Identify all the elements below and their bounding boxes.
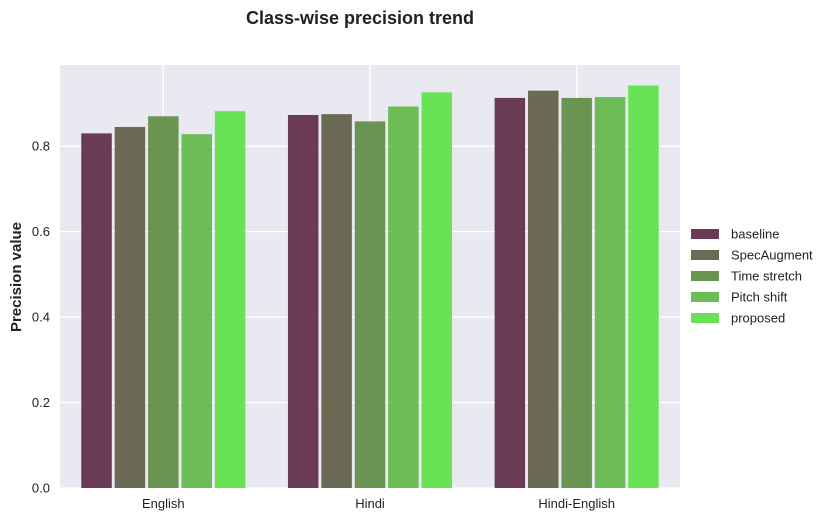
bar-proposed <box>421 92 453 488</box>
legend-swatch <box>691 250 719 260</box>
legend-swatch <box>691 292 719 302</box>
bar-specaugment <box>114 126 146 489</box>
x-axis-ticks: English Hindi Hindi-English <box>142 496 615 511</box>
legend-label: baseline <box>731 227 779 242</box>
bar-time-stretch <box>561 97 592 489</box>
y-tick-label: 0.4 <box>32 310 50 325</box>
y-tick-label: 0.0 <box>32 481 50 496</box>
legend-label: proposed <box>731 311 785 326</box>
bar-time-stretch <box>148 116 179 488</box>
bar-proposed <box>628 85 659 488</box>
bar-pitch-shift <box>181 134 212 488</box>
legend-label: Pitch shift <box>731 290 788 305</box>
legend-label: Time stretch <box>731 269 802 284</box>
bar-time-stretch <box>354 121 386 489</box>
legend-swatch <box>691 271 719 281</box>
bar-specaugment <box>321 114 352 489</box>
bar-pitch-shift <box>594 97 626 488</box>
y-tick-label: 0.6 <box>32 224 50 239</box>
x-tick-label: English <box>142 496 185 511</box>
y-tick-label: 0.8 <box>32 139 50 154</box>
legend: baseline SpecAugment Time stretch Pitch shi… <box>691 227 813 326</box>
legend-label: SpecAugment <box>731 248 813 263</box>
y-axis-label: Precision value <box>8 222 25 332</box>
bar-specaugment <box>528 90 559 489</box>
bar-baseline <box>81 133 112 488</box>
bars <box>81 85 659 489</box>
legend-swatch <box>691 229 719 239</box>
legend-swatch <box>691 313 719 323</box>
chart-title: Class-wise precision trend <box>246 8 474 28</box>
bar-baseline <box>287 114 319 488</box>
bar-proposed <box>214 111 246 489</box>
bar-pitch-shift <box>388 106 419 488</box>
x-tick-label: Hindi-English <box>538 496 615 511</box>
bar-baseline <box>494 97 526 489</box>
x-tick-label: Hindi <box>355 496 385 511</box>
y-axis-ticks: 0.0 0.2 0.4 0.6 0.8 <box>32 139 50 496</box>
y-tick-label: 0.2 <box>32 395 50 410</box>
